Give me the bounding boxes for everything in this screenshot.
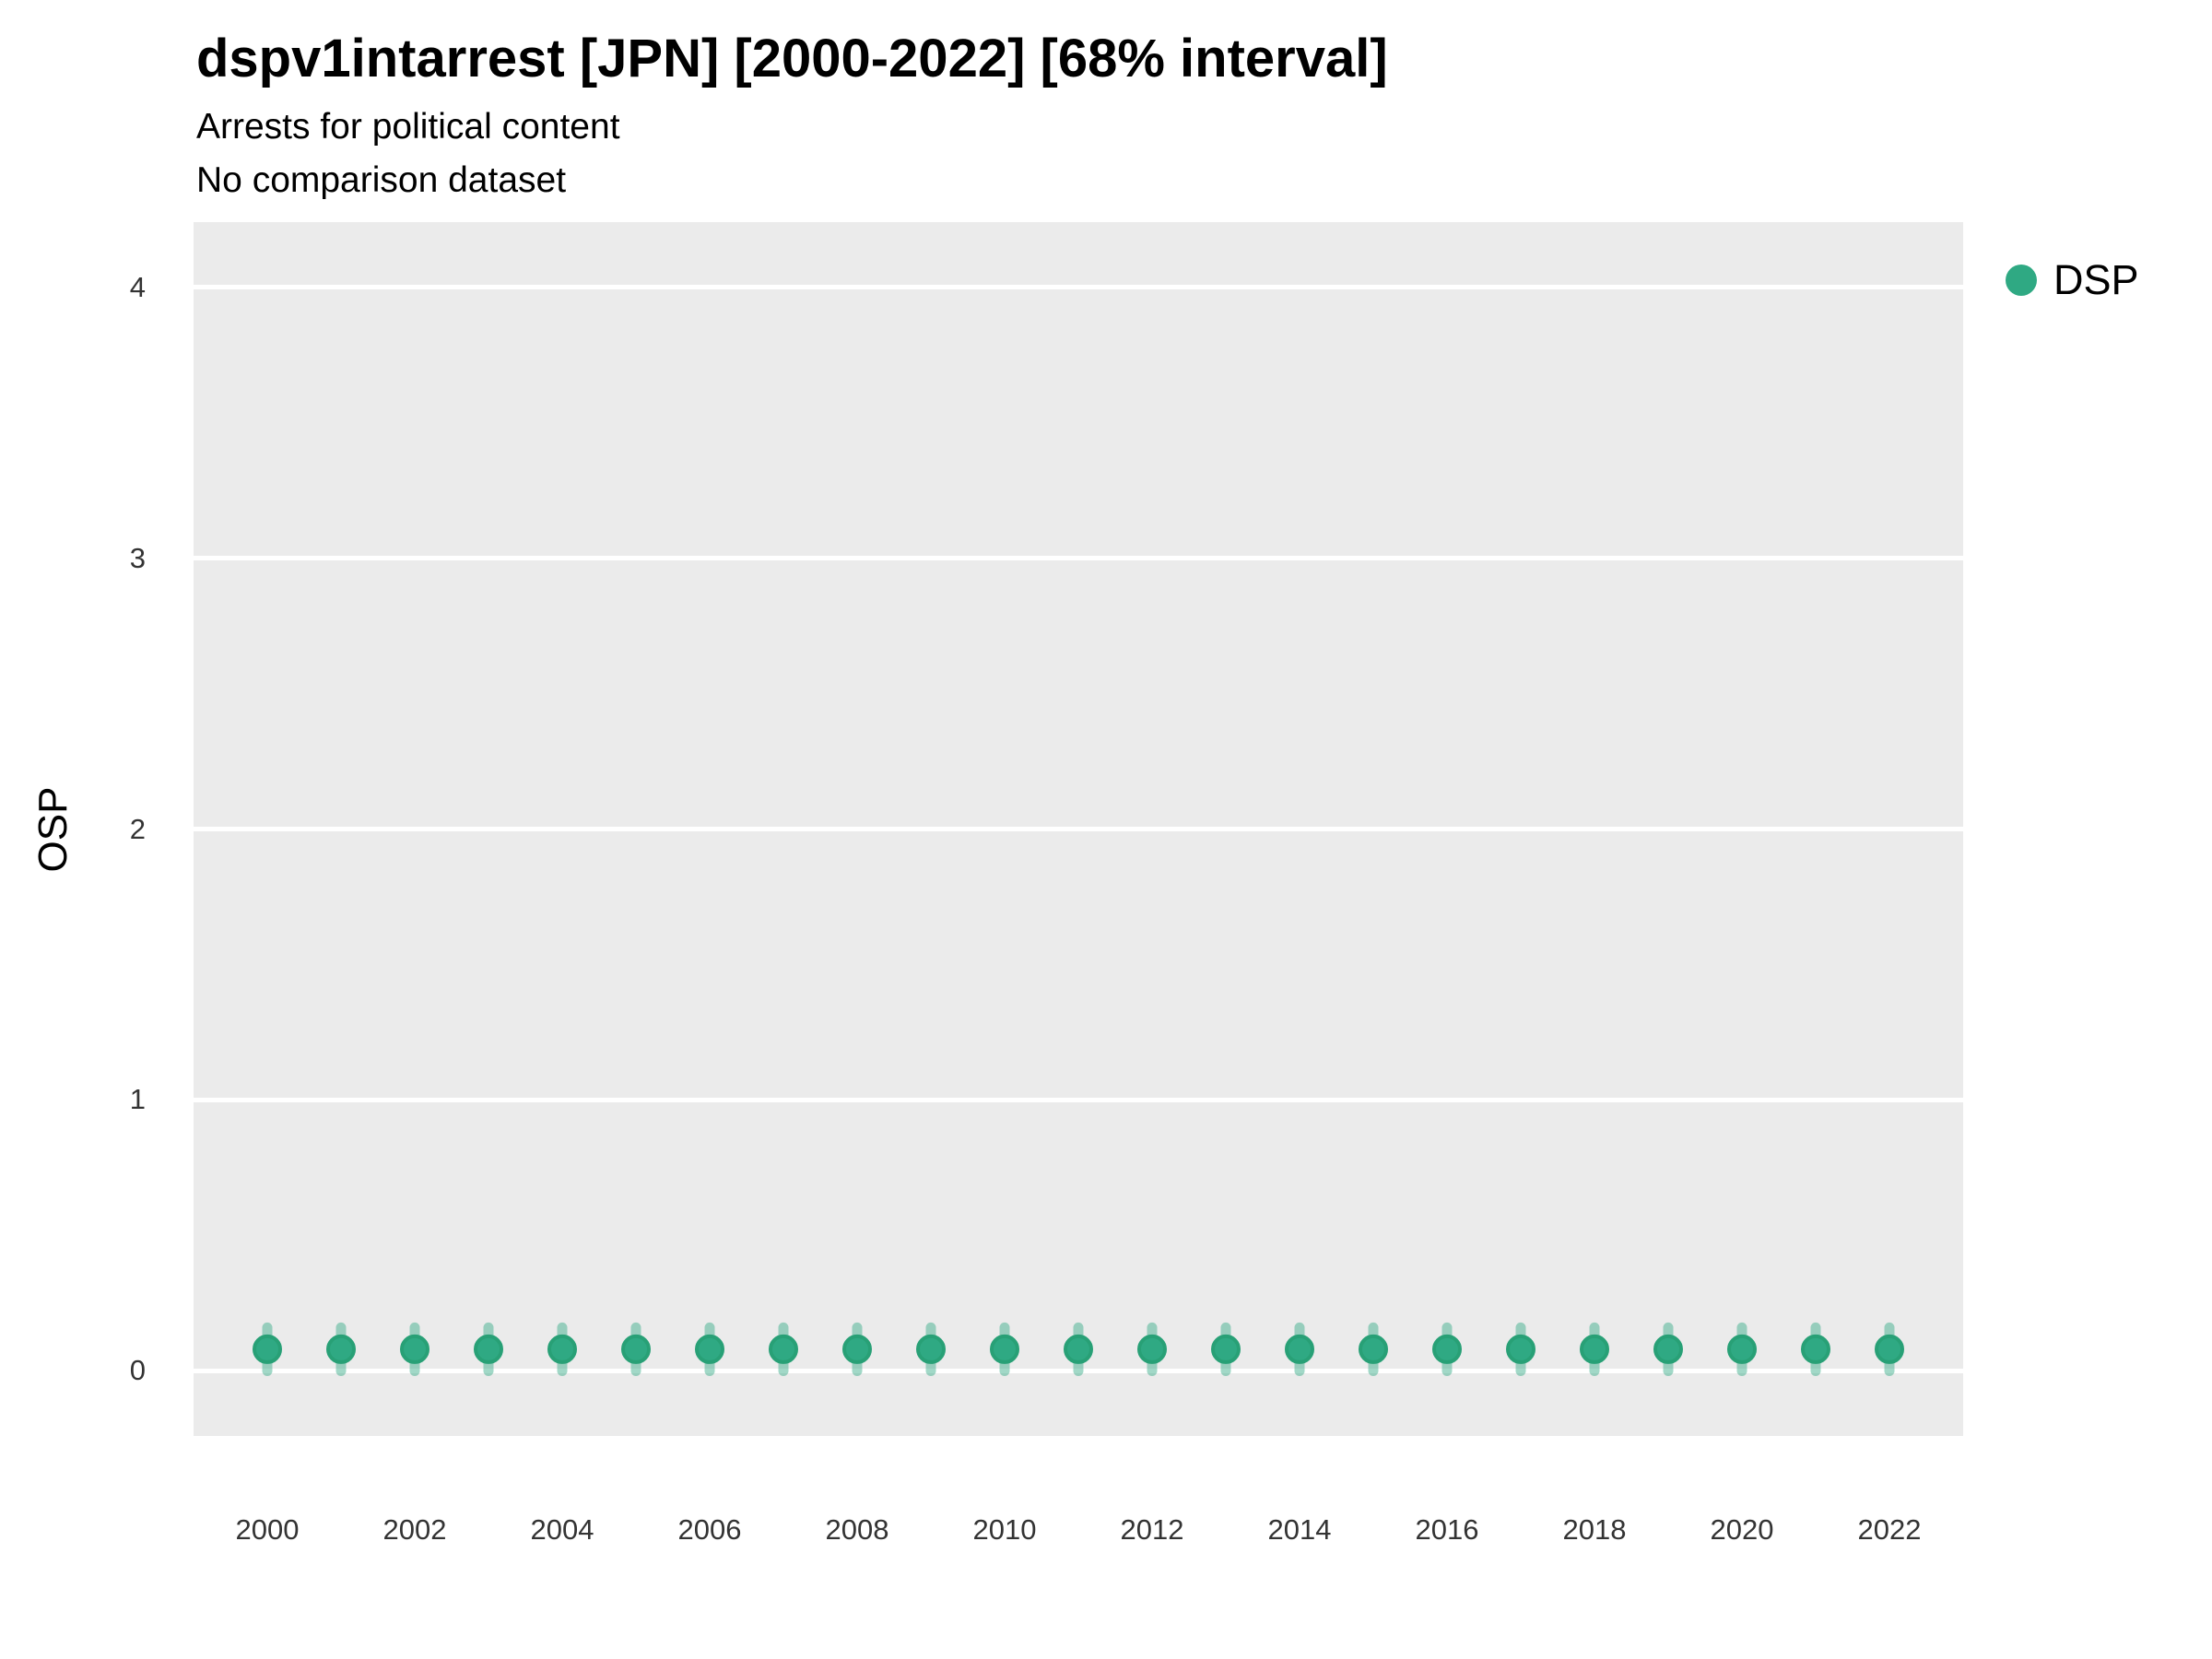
- x-tick-label: 2022: [1857, 1513, 1922, 1546]
- x-tick-label: 2020: [1710, 1513, 1774, 1546]
- data-point: [695, 1334, 724, 1364]
- data-point: [1359, 1334, 1388, 1364]
- data-point: [326, 1334, 356, 1364]
- data-point: [1506, 1334, 1535, 1364]
- chart-subtitle: Arrests for political content: [196, 107, 620, 147]
- y-tick-label: 1: [129, 1083, 146, 1116]
- data-point: [1211, 1334, 1241, 1364]
- x-tick-label: 2006: [677, 1513, 742, 1546]
- data-point: [400, 1334, 429, 1364]
- data-point: [621, 1334, 651, 1364]
- data-point: [769, 1334, 798, 1364]
- data-point: [547, 1334, 577, 1364]
- chart-title: dspv1intarrest [JPN] [2000-2022] [68% in…: [196, 29, 1388, 88]
- y-tick-label: 2: [129, 812, 146, 845]
- data-point: [990, 1334, 1019, 1364]
- y-tick-label: 4: [129, 270, 146, 303]
- data-point: [1801, 1334, 1830, 1364]
- x-tick-label: 2004: [530, 1513, 594, 1546]
- data-point: [1137, 1334, 1167, 1364]
- data-point: [1875, 1334, 1904, 1364]
- y-tick-label: 0: [129, 1354, 146, 1387]
- data-point: [842, 1334, 872, 1364]
- x-tick-label: 2000: [235, 1513, 300, 1546]
- data-point: [1432, 1334, 1462, 1364]
- data-point: [1064, 1334, 1093, 1364]
- x-tick-label: 2002: [382, 1513, 447, 1546]
- data-point: [1727, 1334, 1757, 1364]
- data-point: [1580, 1334, 1609, 1364]
- data-point: [1653, 1334, 1683, 1364]
- x-tick-label: 2010: [972, 1513, 1037, 1546]
- legend-label: DSP: [2053, 256, 2139, 303]
- x-tick-label: 2018: [1562, 1513, 1627, 1546]
- data-point: [1285, 1334, 1314, 1364]
- y-tick-label: 3: [129, 541, 146, 574]
- chart-subtitle-comparison: No comparison dataset: [196, 160, 567, 200]
- data-point: [916, 1334, 946, 1364]
- x-tick-label: 2014: [1267, 1513, 1332, 1546]
- plot-canvas: [194, 285, 1963, 1376]
- legend-point-icon: [2006, 265, 2037, 296]
- legend: DSP: [2006, 256, 2139, 304]
- data-point: [474, 1334, 503, 1364]
- x-tick-label: 2016: [1415, 1513, 1479, 1546]
- data-point: [253, 1334, 282, 1364]
- plot-panel: [194, 222, 1963, 1436]
- x-tick-label: 2008: [825, 1513, 889, 1546]
- x-tick-label: 2012: [1120, 1513, 1184, 1546]
